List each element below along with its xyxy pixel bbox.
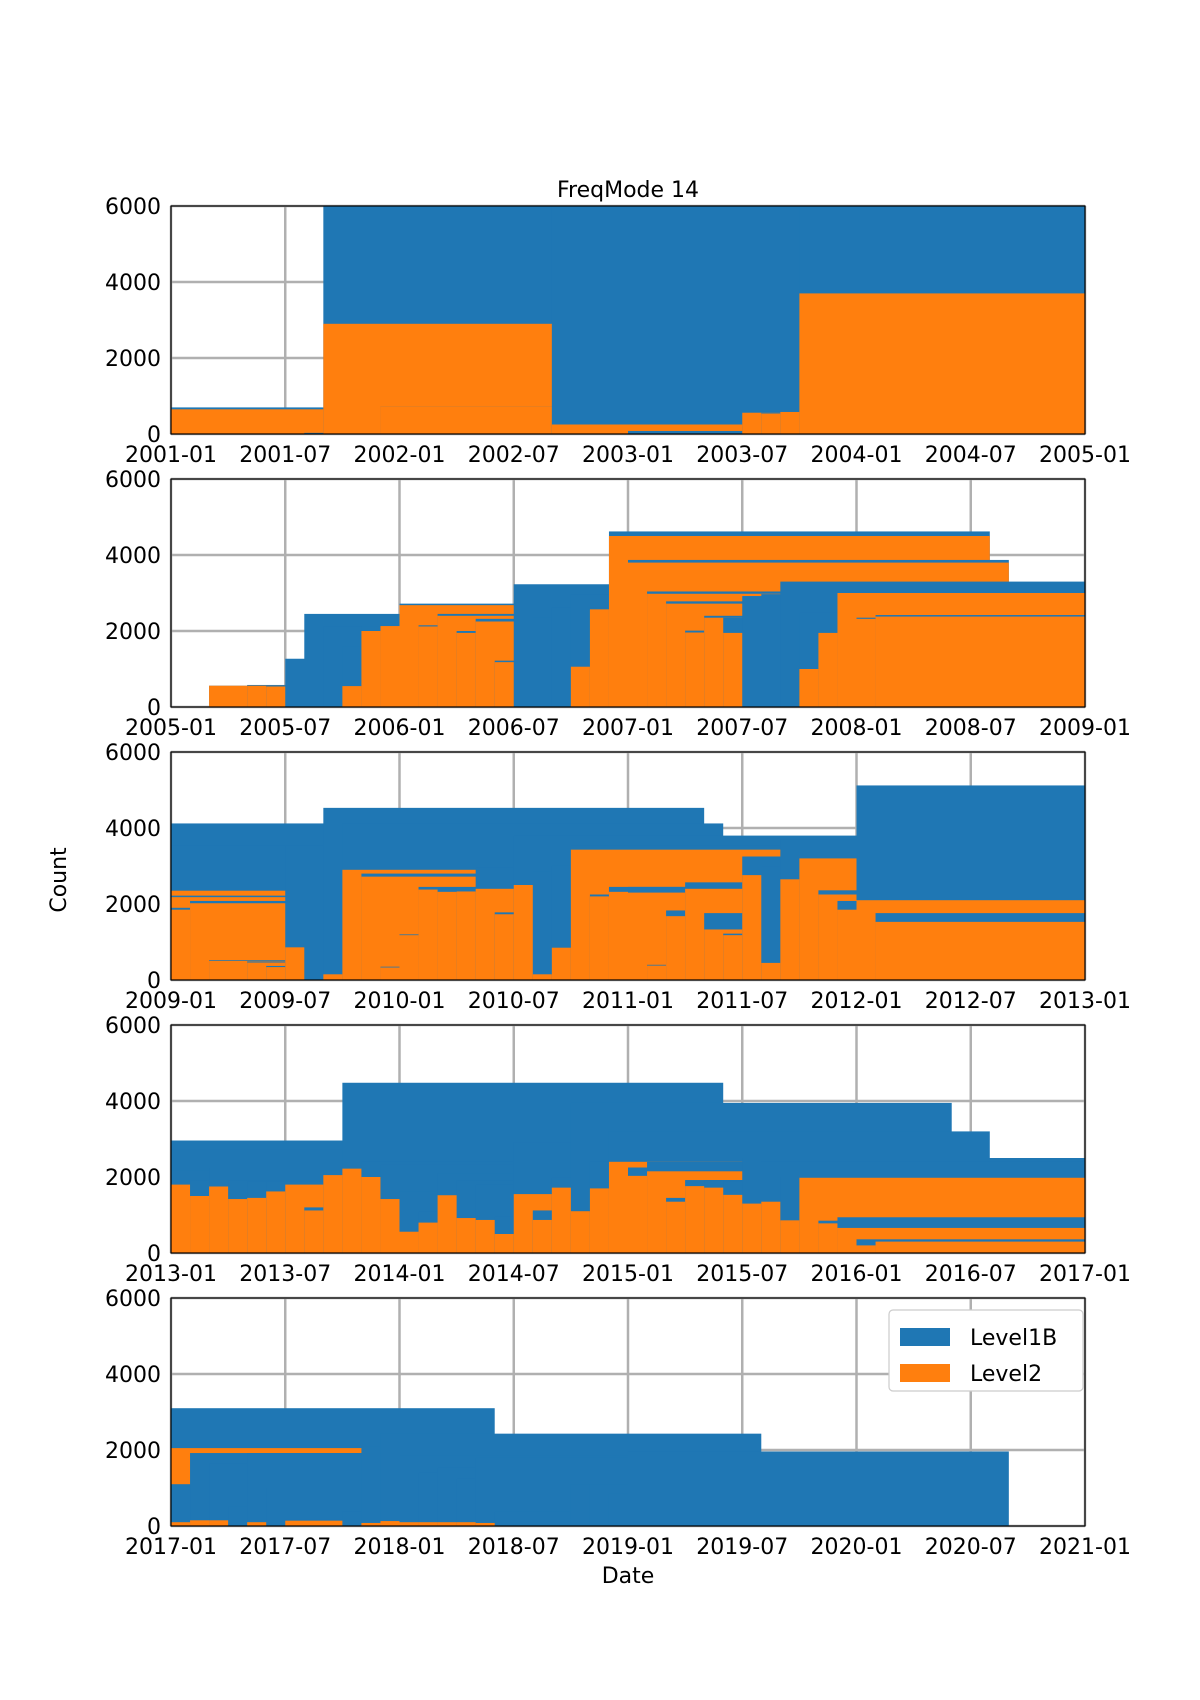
axes-frame [170,1297,1086,1527]
legend-swatch-level2 [900,1364,950,1382]
x-tick-label: 2017-01 [125,1535,217,1560]
y-tick-label: 2000 [105,620,161,645]
x-tick-label: 2006-07 [468,716,560,741]
y-tick-label: 0 [147,696,161,721]
x-tick-label: 2013-07 [239,1262,331,1287]
x-tick-label: 2017-01 [1039,1262,1131,1287]
x-tick-label: 2014-01 [354,1262,446,1287]
y-tick-label: 2000 [105,1439,161,1464]
bars [171,206,1085,434]
x-tick-label: 2019-07 [696,1535,788,1560]
x-tick-label: 2013-01 [1039,989,1131,1014]
axes-frame [170,1024,1086,1254]
x-axis-label: Date [602,1564,655,1589]
bars [171,1408,1009,1526]
bar-level2 [875,921,1085,980]
y-tick-label: 6000 [105,468,161,493]
x-tick-label: 2016-01 [811,1262,903,1287]
x-tick-label: 2015-01 [582,1262,674,1287]
x-tick-label: 2005-07 [239,716,331,741]
axes-frame [170,205,1086,435]
x-tick-label: 2003-07 [696,443,788,468]
chart-title: FreqMode 14 [557,178,699,203]
x-tick-label: 2010-01 [354,989,446,1014]
y-tick-label: 4000 [105,271,161,296]
legend-label: Level1B [970,1326,1057,1351]
x-tick-label: 2007-07 [696,716,788,741]
x-tick-label: 2020-01 [811,1535,903,1560]
panel-3: 2009-01 2009-07 2010-01 2010-07 2011-01 2011-… [105,741,1131,1014]
x-tick-label: 2015-07 [696,1262,788,1287]
bars [209,531,1085,707]
x-tick-label: 2012-01 [811,989,903,1014]
bar-level2 [875,1241,1085,1253]
axes-frame [170,751,1086,981]
x-tick-label: 2008-07 [925,716,1017,741]
x-tick-label: 2010-07 [468,989,560,1014]
y-tick-label: 4000 [105,1363,161,1388]
y-axis-label: Count [47,847,72,913]
legend: Level1B Level2 [888,1309,1084,1392]
bar-level1b [628,1451,1009,1526]
y-tick-label: 0 [147,423,161,448]
x-tick-label: 2002-07 [468,443,560,468]
x-tick-label: 2007-01 [582,716,674,741]
x-tick-label: 2002-01 [354,443,446,468]
x-tick-label: 2021-01 [1039,1535,1131,1560]
x-tick-label: 2013-01 [125,1262,217,1287]
bars [171,1082,1085,1253]
x-tick-label: 2019-01 [582,1535,674,1560]
x-tick-label: 2011-01 [582,989,674,1014]
legend-label: Level2 [970,1362,1042,1387]
bar-level2 [799,293,1085,434]
y-tick-label: 0 [147,969,161,994]
y-tick-label: 0 [147,1242,161,1267]
x-tick-label: 2020-07 [925,1535,1017,1560]
y-tick-label: 6000 [105,741,161,766]
y-tick-label: 4000 [105,817,161,842]
x-tick-label: 2003-01 [582,443,674,468]
x-tick-label: 2018-07 [468,1535,560,1560]
y-tick-label: 6000 [105,1287,161,1312]
x-tick-label: 2016-07 [925,1262,1017,1287]
x-tick-label: 2018-01 [354,1535,446,1560]
panel-1: 2001-01 2001-07 2002-01 2002-07 2003-01 2003-… [105,178,1131,468]
y-tick-label: 6000 [105,1014,161,1039]
x-tick-label: 2017-07 [239,1535,331,1560]
x-tick-label: 2001-07 [239,443,331,468]
panel-4: 2013-01 2013-07 2014-01 2014-07 2015-01 2015-… [105,1014,1131,1287]
panel-5: 2017-01 2017-07 2018-01 2018-07 2019-01 2019-… [105,1287,1131,1589]
x-tick-label: 2012-07 [925,989,1017,1014]
y-tick-label: 2000 [105,893,161,918]
legend-swatch-level1b [900,1328,950,1346]
x-tick-label: 2014-07 [468,1262,560,1287]
x-tick-label: 2008-01 [811,716,903,741]
y-tick-label: 2000 [105,1166,161,1191]
axes-frame [170,478,1086,708]
y-tick-label: 4000 [105,544,161,569]
x-tick-label: 2004-07 [925,443,1017,468]
x-tick-label: 2001-01 [125,443,217,468]
x-tick-label: 2005-01 [125,716,217,741]
y-tick-label: 4000 [105,1090,161,1115]
x-tick-label: 2006-01 [354,716,446,741]
panel-2: 2005-01 2005-07 2006-01 2006-07 2007-01 2007-… [105,468,1131,741]
x-tick-label: 2005-01 [1039,443,1131,468]
x-tick-label: 2009-01 [125,989,217,1014]
bar-level2 [875,616,1085,707]
x-tick-label: 2011-07 [696,989,788,1014]
bars [171,785,1085,980]
x-tick-label: 2009-01 [1039,716,1131,741]
x-tick-label: 2004-01 [811,443,903,468]
y-tick-label: 0 [147,1515,161,1540]
y-tick-label: 6000 [105,195,161,220]
y-tick-label: 2000 [105,347,161,372]
x-tick-label: 2009-07 [239,989,331,1014]
